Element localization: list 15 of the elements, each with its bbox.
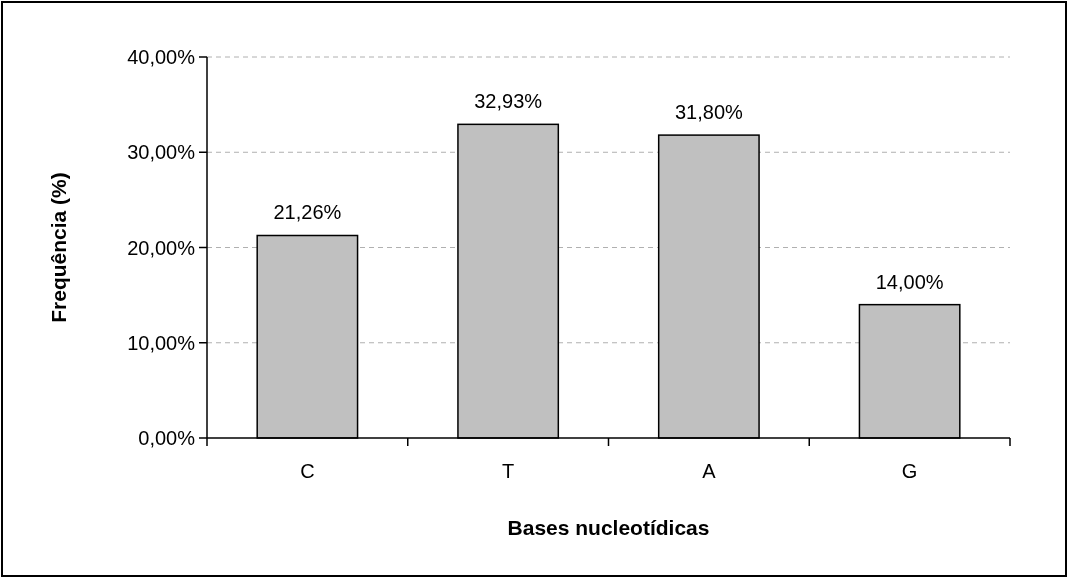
x-tick-label: T <box>502 460 515 482</box>
y-tick-label: 0,00% <box>138 427 196 449</box>
y-tick-label: 20,00% <box>127 236 196 259</box>
x-tick-label: A <box>702 460 717 482</box>
x-tick-label: G <box>901 460 918 482</box>
x-axis-title: Bases nucleotídicas <box>507 516 710 539</box>
data-label: 32,93% <box>474 90 543 113</box>
y-tick-label: 40,00% <box>127 46 196 68</box>
data-label: 31,80% <box>674 101 743 124</box>
data-label: 21,26% <box>273 201 342 224</box>
x-tick-label: C <box>300 460 315 482</box>
y-tick-label: 10,00% <box>127 331 196 354</box>
data-label: 14,00% <box>875 270 944 293</box>
y-tick-label: 30,00% <box>127 141 196 164</box>
y-axis-title: Frequência (%) <box>47 172 70 323</box>
